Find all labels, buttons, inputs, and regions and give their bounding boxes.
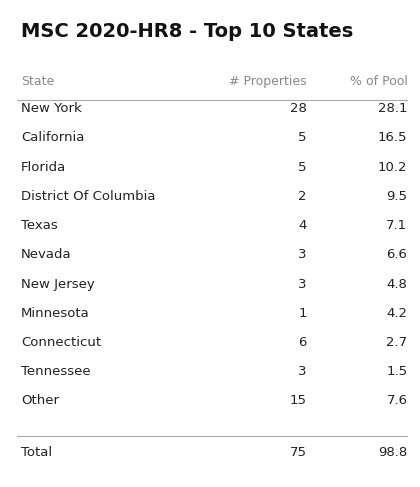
Text: 1.5: 1.5 <box>386 365 407 378</box>
Text: 4.2: 4.2 <box>386 307 407 320</box>
Text: 7.1: 7.1 <box>386 219 407 232</box>
Text: 16.5: 16.5 <box>378 131 407 145</box>
Text: 28: 28 <box>290 102 307 115</box>
Text: New Jersey: New Jersey <box>21 278 95 291</box>
Text: 15: 15 <box>290 394 307 408</box>
Text: Tennessee: Tennessee <box>21 365 91 378</box>
Text: 75: 75 <box>290 446 307 459</box>
Text: 6.6: 6.6 <box>386 248 407 262</box>
Text: 5: 5 <box>298 161 307 174</box>
Text: 1: 1 <box>298 307 307 320</box>
Text: Minnesota: Minnesota <box>21 307 90 320</box>
Text: 4: 4 <box>298 219 307 232</box>
Text: 3: 3 <box>298 278 307 291</box>
Text: New York: New York <box>21 102 82 115</box>
Text: 28.1: 28.1 <box>378 102 407 115</box>
Text: # Properties: # Properties <box>229 75 307 89</box>
Text: California: California <box>21 131 84 145</box>
Text: Other: Other <box>21 394 59 408</box>
Text: 3: 3 <box>298 248 307 262</box>
Text: State: State <box>21 75 54 89</box>
Text: % of Pool: % of Pool <box>349 75 407 89</box>
Text: Florida: Florida <box>21 161 66 174</box>
Text: 6: 6 <box>298 336 307 349</box>
Text: 2.7: 2.7 <box>386 336 407 349</box>
Text: 2: 2 <box>298 190 307 203</box>
Text: 4.8: 4.8 <box>386 278 407 291</box>
Text: 98.8: 98.8 <box>378 446 407 459</box>
Text: MSC 2020-HR8 - Top 10 States: MSC 2020-HR8 - Top 10 States <box>21 22 353 41</box>
Text: 5: 5 <box>298 131 307 145</box>
Text: 7.6: 7.6 <box>386 394 407 408</box>
Text: Nevada: Nevada <box>21 248 72 262</box>
Text: District Of Columbia: District Of Columbia <box>21 190 155 203</box>
Text: 9.5: 9.5 <box>386 190 407 203</box>
Text: 3: 3 <box>298 365 307 378</box>
Text: Texas: Texas <box>21 219 58 232</box>
Text: Total: Total <box>21 446 52 459</box>
Text: Connecticut: Connecticut <box>21 336 101 349</box>
Text: 10.2: 10.2 <box>378 161 407 174</box>
